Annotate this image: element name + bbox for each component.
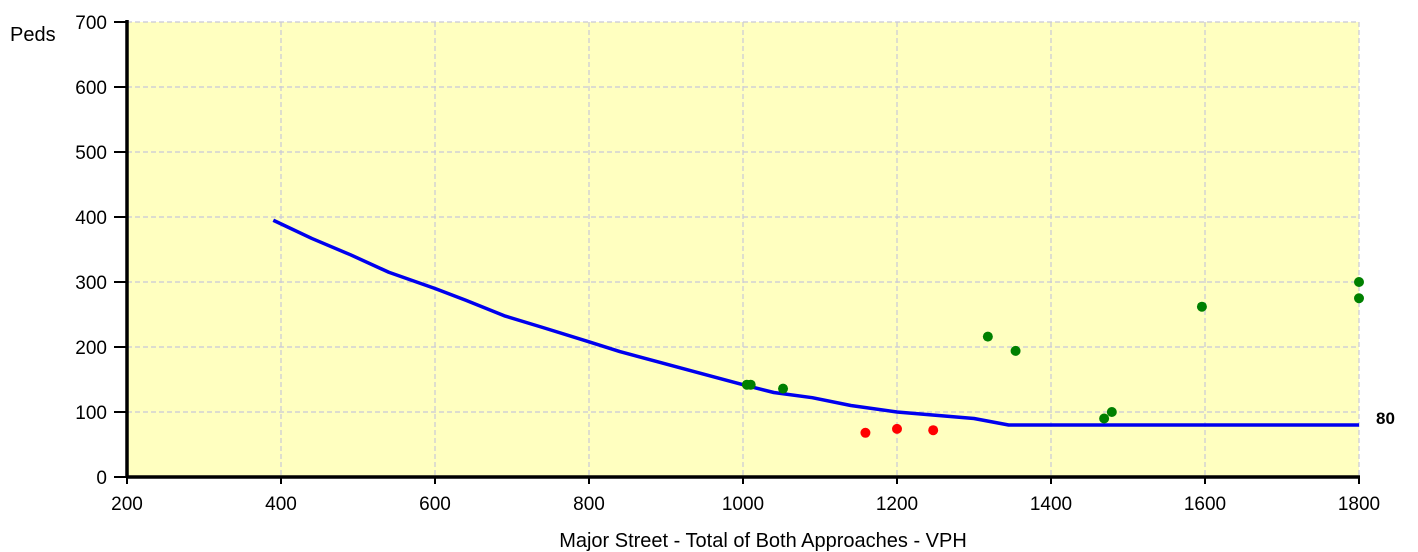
data-point-above xyxy=(1010,345,1021,356)
x-tick-label: 200 xyxy=(111,494,143,515)
y-tick-label: 600 xyxy=(75,78,107,99)
y-tick-label: 500 xyxy=(75,143,107,164)
data-point-above xyxy=(745,379,756,390)
x-tick-label: 1400 xyxy=(1030,494,1072,515)
y-tick-label: 700 xyxy=(75,13,107,34)
data-point-above xyxy=(1106,407,1117,417)
data-point-above xyxy=(982,331,993,342)
y-tick-label: 200 xyxy=(75,338,107,359)
x-axis-title: Major Street - Total of Both Approaches … xyxy=(559,530,967,552)
data-points xyxy=(741,277,1364,438)
x-tick-label: 1200 xyxy=(876,494,918,515)
x-tick-label: 1000 xyxy=(722,494,764,515)
data-point-above xyxy=(1354,293,1364,304)
x-tick-label: 600 xyxy=(419,494,451,515)
x-tick-label: 400 xyxy=(265,494,297,515)
data-point-below xyxy=(860,427,871,438)
data-point-below xyxy=(892,423,902,434)
data-point-below xyxy=(928,425,939,436)
axes xyxy=(114,20,1360,484)
x-tick-label: 1800 xyxy=(1338,494,1380,515)
grid xyxy=(127,21,1360,477)
data-point-above xyxy=(1099,413,1110,424)
x-tick-label: 1600 xyxy=(1184,494,1226,515)
curve-end-label: 80 xyxy=(1376,409,1395,428)
y-tick-label: 100 xyxy=(75,403,107,424)
x-tick-label: 800 xyxy=(573,494,605,515)
y-tick-label: 0 xyxy=(96,468,107,489)
y-tick-label: 300 xyxy=(75,273,107,294)
data-point-above xyxy=(1354,277,1364,287)
y-tick-label: 400 xyxy=(75,208,107,229)
tick-labels: 200 400 600 800 1000 1200 1400 1600 1800 0 100 200 3… xyxy=(75,13,1380,515)
threshold-curve xyxy=(272,218,1359,427)
data-point-above xyxy=(1196,301,1207,312)
data-point-above xyxy=(778,383,789,394)
y-axis-title: Peds xyxy=(10,24,56,46)
